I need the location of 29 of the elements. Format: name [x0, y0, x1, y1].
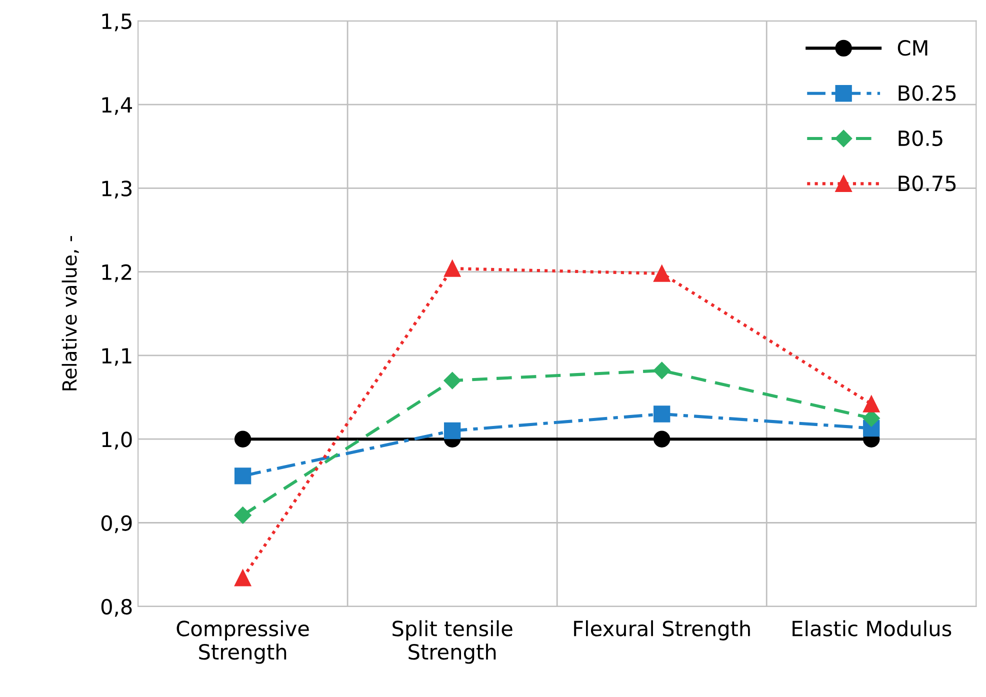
point — [654, 265, 670, 282]
x-tick-label: Compressive Strength — [176, 620, 309, 664]
y-tick-label: 1,2 — [102, 264, 132, 282]
legend-label: B0.75 — [898, 176, 956, 192]
point — [234, 468, 252, 484]
y-tick-label: 1,4 — [102, 97, 132, 115]
point — [234, 430, 252, 448]
point — [234, 506, 252, 524]
y-tick-label: 0,9 — [101, 515, 132, 534]
x-tick-label: Split tensile Strength — [392, 620, 512, 664]
point — [654, 430, 670, 448]
y-axis-title: Relative value, - — [62, 236, 79, 390]
y-tick-label: 1,3 — [102, 180, 132, 199]
y-tick-label: 0,8 — [101, 598, 132, 617]
y-tick-label: 1,0 — [102, 432, 132, 450]
point — [444, 260, 461, 277]
y-tick-label: 1,5 — [102, 14, 132, 32]
point — [653, 362, 670, 380]
point — [444, 372, 461, 390]
point — [444, 422, 461, 440]
y-tick-label: 1,1 — [102, 348, 132, 366]
x-tick-label: Flexural Strength — [574, 620, 750, 640]
legend-label: B0.5 — [898, 130, 942, 146]
point — [654, 406, 670, 422]
legend-label: B0.25 — [898, 85, 956, 101]
point — [234, 570, 252, 586]
point — [863, 396, 880, 412]
legend-label: CM — [898, 40, 928, 56]
x-tick-label: Elastic Modulus — [792, 620, 952, 636]
